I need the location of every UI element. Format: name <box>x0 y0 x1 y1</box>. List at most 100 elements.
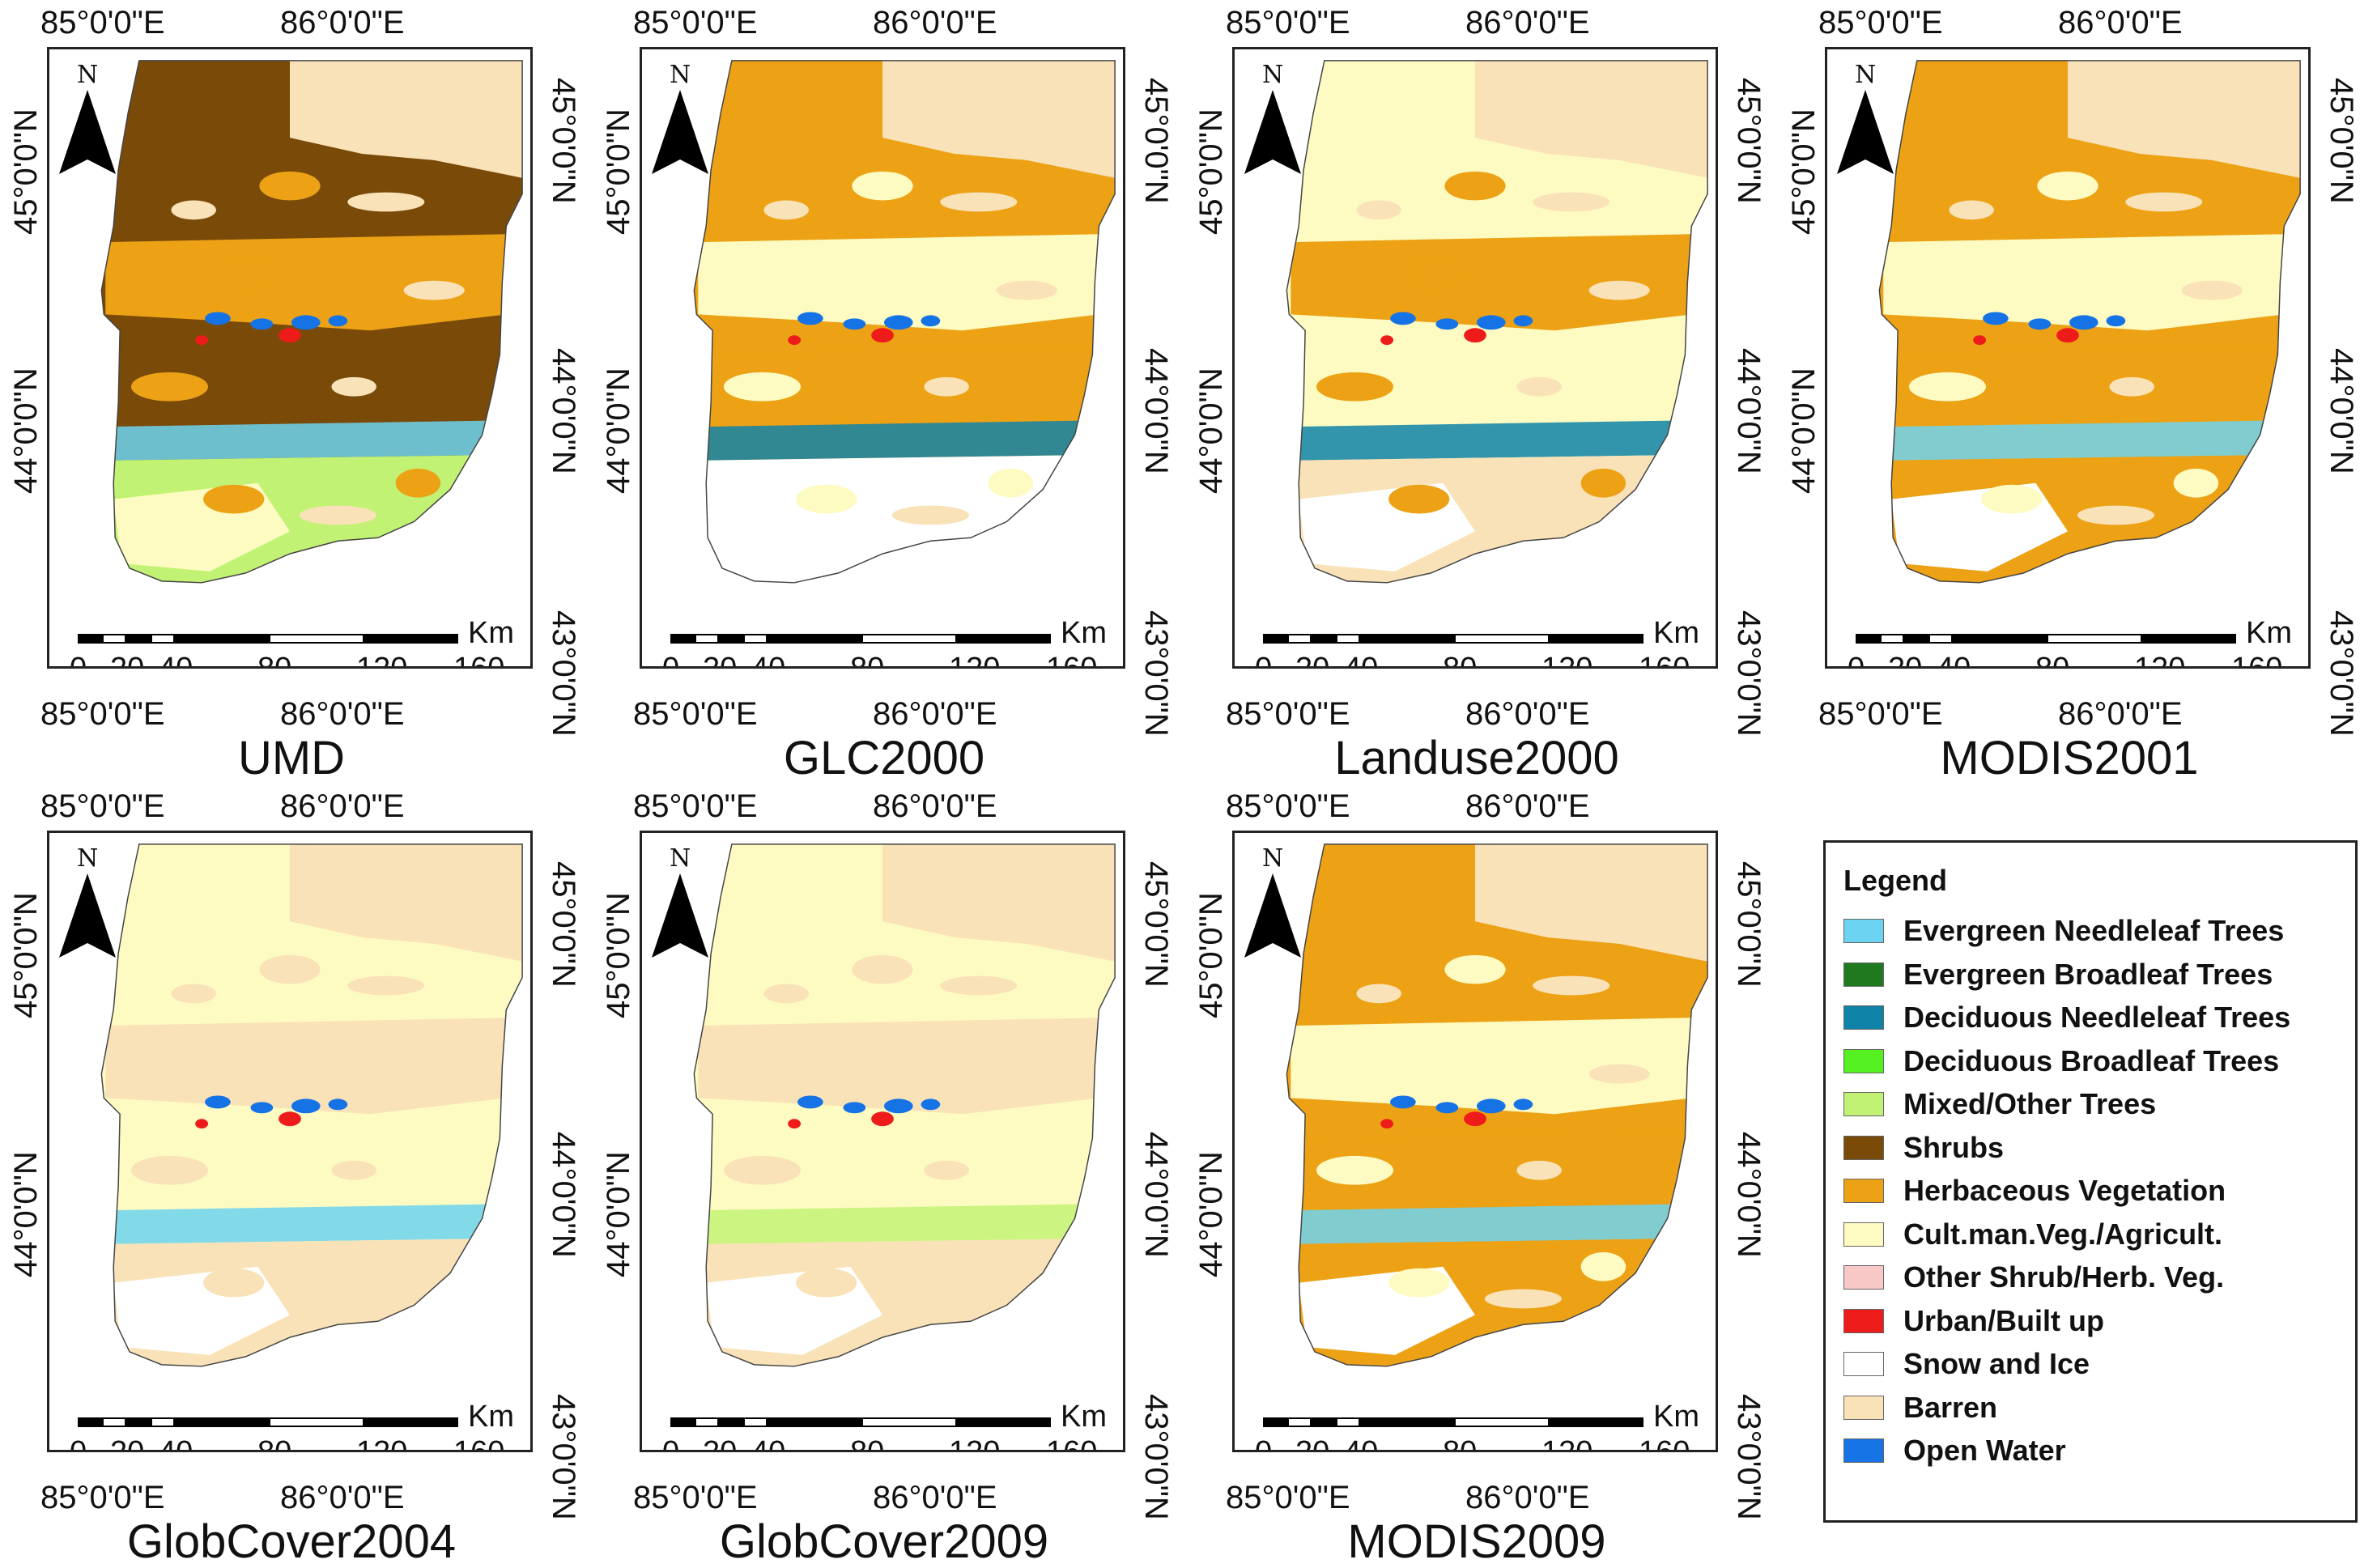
scale-tick-label: 20 <box>110 652 145 669</box>
water-body <box>2069 315 2098 330</box>
water-body <box>921 315 941 327</box>
legend-title: Legend <box>1843 864 1948 897</box>
lon-label-bottom: 85°0'0"E <box>1226 1480 1350 1515</box>
land-cover-map <box>1286 60 1708 584</box>
land-cover-patch <box>331 1160 376 1180</box>
north-arrow: N <box>652 61 708 182</box>
north-arrow-shape <box>1244 90 1301 174</box>
scale-bar: Km 0 20 40 80 120 160 <box>662 1400 1108 1452</box>
panel-title: GLC2000 <box>783 732 985 784</box>
north-letter: N <box>670 844 691 873</box>
lon-label-top: 86°0'0"E <box>1465 5 1590 40</box>
land-cover-mid-band <box>1883 234 2285 331</box>
scale-tick-label: 120 <box>949 652 1001 669</box>
scale-tick-label: 40 <box>751 1435 786 1452</box>
land-cover-patch <box>891 1289 969 1309</box>
land-cover-layers <box>694 843 1116 1366</box>
land-cover-patch <box>1412 259 1458 289</box>
scale-tick-label: 20 <box>703 1435 738 1452</box>
lon-label-top: 86°0'0"E <box>1465 788 1590 824</box>
scale-tick-label: 0 <box>1848 652 1865 669</box>
legend-label: Shrubs <box>1903 1130 2005 1164</box>
lat-label-left: 44°0'0"N <box>1193 1151 1229 1277</box>
land-cover-map <box>1878 60 2301 584</box>
legend-label: Evergreen Broadleaf Trees <box>1903 957 2273 991</box>
land-cover-patch <box>1356 984 1401 1004</box>
legend-label: Herbaceous Vegetation <box>1903 1174 2226 1207</box>
scale-bar-segment <box>861 1417 957 1427</box>
lat-label-right: 44°0'0"N <box>1731 348 1767 474</box>
scale-tick-label: 40 <box>1344 1435 1379 1452</box>
scale-bar: Km 0 20 40 80 120 160 <box>70 1400 515 1452</box>
land-cover-patch <box>924 1160 969 1180</box>
lon-label-top: 85°0'0"E <box>1818 5 1943 40</box>
scale-bar-segment <box>1312 1417 1336 1427</box>
land-cover-patch <box>1388 1268 1450 1298</box>
scale-tick-label: 120 <box>356 1435 408 1452</box>
map-frame: N Km 0 20 40 80 120 160 <box>640 47 1125 669</box>
lat-label-left: 45°0'0"N <box>601 892 636 1018</box>
land-cover-patch <box>403 280 465 300</box>
land-cover-patch <box>1516 376 1562 397</box>
land-cover-layers <box>694 60 1116 583</box>
lon-label-bottom: 86°0'0"E <box>280 1480 405 1515</box>
north-letter: N <box>1262 61 1284 89</box>
north-letter: N <box>670 61 691 89</box>
land-cover-patch <box>723 1155 802 1185</box>
lat-label-left: 44°0'0"N <box>601 1151 636 1277</box>
lon-label-bottom: 85°0'0"E <box>633 1480 758 1515</box>
land-cover-central-band <box>694 1130 1099 1211</box>
land-cover-patch <box>2173 468 2219 498</box>
water-body <box>797 312 823 325</box>
north-arrow-icon <box>652 873 708 958</box>
map-frame: N Km 0 20 40 80 120 160 <box>1232 47 1718 669</box>
lon-label-top: 85°0'0"E <box>633 5 758 40</box>
water-body <box>2106 315 2126 327</box>
lat-label-right: 44°0'0"N <box>1138 1132 1174 1258</box>
lon-label-top: 86°0'0"E <box>873 5 997 40</box>
land-cover-patch <box>924 376 969 397</box>
scale-bar-segments <box>670 1417 1051 1427</box>
land-cover-patch <box>403 1064 465 1084</box>
land-cover-mountain-band <box>101 1204 499 1244</box>
lon-label-bottom: 86°0'0"E <box>1465 1480 1590 1515</box>
lon-label-top: 86°0'0"E <box>873 788 997 824</box>
lat-label-right: 43°0'0"N <box>1138 610 1174 737</box>
lon-label-bottom: 85°0'0"E <box>40 1480 165 1515</box>
land-cover-patch <box>1533 192 1610 212</box>
region-outline <box>1286 60 1708 584</box>
legend-swatch <box>1843 1222 1884 1247</box>
land-cover-patch <box>259 171 321 201</box>
land-cover-patch <box>1388 484 1450 514</box>
scale-bar-segment <box>126 1417 151 1427</box>
region-outline <box>693 60 1116 584</box>
region-outline <box>1286 843 1708 1367</box>
land-cover-patch <box>1356 200 1401 220</box>
lat-label-right: 44°0'0"N <box>1731 1132 1767 1258</box>
land-cover-patch <box>130 1155 209 1185</box>
map-panel: 85°0'0"E 86°0'0"E 45°0'0"N 44°0'0"N 45°0'0"N… <box>593 0 1188 782</box>
scale-unit: Km <box>468 1400 514 1434</box>
north-arrow-icon <box>1837 90 1894 174</box>
lat-label-right: 45°0'0"N <box>2324 78 2359 204</box>
land-cover-patch <box>171 200 216 220</box>
lat-label-left: 44°0'0"N <box>8 1151 44 1277</box>
water-body <box>291 1098 321 1114</box>
legend-swatch <box>1843 1092 1884 1116</box>
land-cover-mountain-band <box>694 1204 1091 1244</box>
legend-label: Evergreen Needleleaf Trees <box>1903 914 2285 947</box>
legend-label: Cult.man.Veg./Agricult. <box>1903 1217 2223 1251</box>
scale-bar-segment <box>364 634 458 644</box>
north-letter: N <box>77 844 99 873</box>
lon-label-top: 86°0'0"E <box>280 788 405 824</box>
legend-label: Mixed/Other Trees <box>1903 1087 2157 1120</box>
scale-bar-segment <box>1263 1417 1287 1427</box>
lat-label-left: 45°0'0"N <box>1786 108 1822 235</box>
land-cover-map <box>693 60 1116 584</box>
scale-tick-label: 20 <box>703 652 738 669</box>
land-cover-patch <box>819 259 865 289</box>
scale-tick-label: 160 <box>2231 652 2283 669</box>
water-body <box>1513 315 1533 327</box>
scale-bar-segment <box>1856 634 1880 644</box>
land-cover-mountain-band <box>101 420 499 461</box>
